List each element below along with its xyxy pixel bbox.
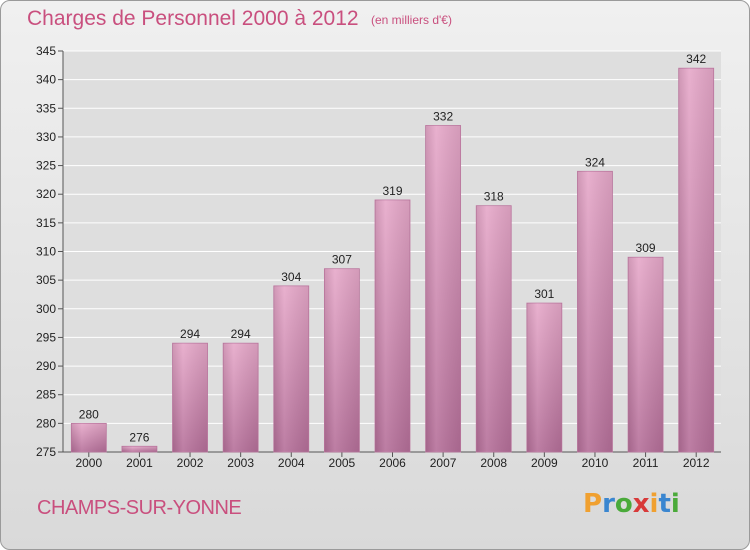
y-tick-label: 330 [36,130,56,144]
bar-shade-2000 [71,423,107,452]
bar-shade-2006 [375,199,410,452]
y-tick-label: 335 [36,101,56,115]
value-label-2004: 304 [281,270,301,284]
value-label-2011: 309 [636,241,656,255]
logo-letter: r [602,489,615,519]
x-tick-label-2009: 2009 [531,456,558,470]
logo-letter: i [649,489,659,519]
value-label-2000: 280 [79,407,99,421]
x-tick-label-2004: 2004 [278,456,305,470]
value-label-2001: 276 [129,430,149,444]
x-tick-label-2002: 2002 [177,456,204,470]
y-tick-label: 315 [36,216,56,230]
y-tick-label: 345 [36,44,56,58]
logo-letter: i [670,489,680,519]
value-label-2006: 319 [382,184,402,198]
value-label-2010: 324 [585,155,605,169]
y-tick-label: 290 [36,359,56,373]
commune-name: CHAMPS-SUR-YONNE [37,497,242,519]
value-label-2002: 294 [180,327,200,341]
value-label-2008: 318 [484,190,504,204]
y-tick-label: 285 [36,388,56,402]
y-tick-label: 310 [36,245,56,259]
bar-shade-2004 [273,285,309,452]
x-tick-label-2003: 2003 [227,456,254,470]
bar-shade-2011 [628,257,664,452]
bar-shade-2002 [172,343,208,452]
y-tick-label: 280 [36,416,56,430]
value-label-2005: 307 [332,253,352,267]
x-tick-label-2008: 2008 [480,456,507,470]
x-tick-label-2007: 2007 [430,456,457,470]
y-tick-label: 300 [36,302,56,316]
x-tick-label-2000: 2000 [75,456,102,470]
bar-shade-2007 [425,125,461,452]
logo-letter: t [658,489,671,519]
y-tick-label: 320 [36,187,56,201]
x-tick-label-2012: 2012 [683,456,710,470]
value-label-2012: 342 [686,52,706,66]
bar-shade-2012 [678,68,714,452]
x-tick-label-2011: 2011 [633,456,659,470]
logo-letter: x [632,489,650,519]
logo-letter: o [614,489,633,519]
bar-shade-2008 [476,205,512,452]
logo-letter: P [583,489,603,519]
bar-shade-2010 [577,171,613,453]
chart-unit: (en milliers d'€) [371,13,452,27]
bar-shade-2005 [324,268,360,452]
bar-shade-2001 [121,446,157,452]
value-label-2007: 332 [433,109,453,123]
y-tick-label: 340 [36,73,56,87]
bar-shade-2009 [526,303,562,452]
value-label-2009: 301 [534,287,554,301]
y-tick-label: 305 [36,273,56,287]
bar-shade-2003 [223,343,259,452]
y-tick-label: 325 [36,159,56,173]
x-tick-label-2010: 2010 [582,456,609,470]
chart-title: Charges de Personnel 2000 à 2012 [27,7,359,30]
x-tick-label-2006: 2006 [379,456,406,470]
y-tick-label: 275 [36,445,56,459]
value-label-2003: 294 [231,327,251,341]
y-tick-label: 295 [36,330,56,344]
x-tick-label-2005: 2005 [329,456,356,470]
proxiti-logo: Proxiti [583,489,680,519]
x-tick-label-2001: 2001 [126,456,153,470]
